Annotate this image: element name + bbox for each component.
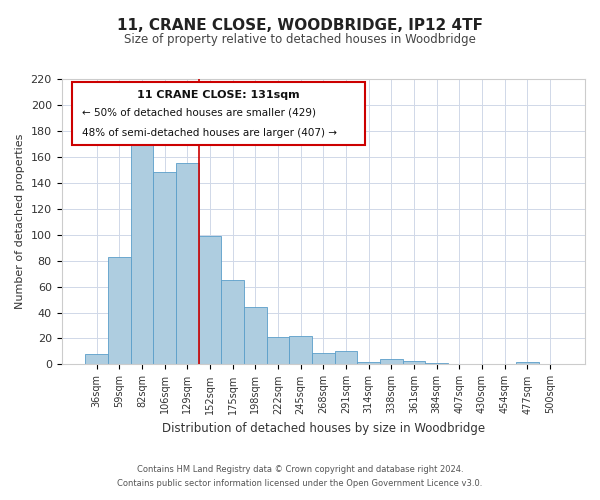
Text: 48% of semi-detached houses are larger (407) →: 48% of semi-detached houses are larger (… xyxy=(82,128,337,138)
Bar xyxy=(199,236,221,364)
Bar xyxy=(312,353,335,364)
FancyBboxPatch shape xyxy=(72,82,365,144)
Bar xyxy=(266,337,289,364)
X-axis label: Distribution of detached houses by size in Woodbridge: Distribution of detached houses by size … xyxy=(162,422,485,435)
Bar xyxy=(357,362,380,364)
Bar xyxy=(154,172,176,364)
Y-axis label: Number of detached properties: Number of detached properties xyxy=(15,134,25,310)
Bar xyxy=(221,280,244,364)
Bar xyxy=(380,360,403,364)
Bar xyxy=(176,164,199,364)
Bar xyxy=(131,132,154,364)
Bar xyxy=(244,308,266,364)
Bar xyxy=(516,362,539,364)
Text: 11 CRANE CLOSE: 131sqm: 11 CRANE CLOSE: 131sqm xyxy=(137,90,300,101)
Text: Contains HM Land Registry data © Crown copyright and database right 2024.
Contai: Contains HM Land Registry data © Crown c… xyxy=(118,466,482,487)
Bar xyxy=(425,363,448,364)
Text: 11, CRANE CLOSE, WOODBRIDGE, IP12 4TF: 11, CRANE CLOSE, WOODBRIDGE, IP12 4TF xyxy=(117,18,483,32)
Text: ← 50% of detached houses are smaller (429): ← 50% of detached houses are smaller (42… xyxy=(82,108,316,118)
Bar xyxy=(289,336,312,364)
Bar xyxy=(108,257,131,364)
Bar xyxy=(335,352,357,364)
Bar xyxy=(85,354,108,364)
Text: Size of property relative to detached houses in Woodbridge: Size of property relative to detached ho… xyxy=(124,32,476,46)
Bar xyxy=(403,360,425,364)
